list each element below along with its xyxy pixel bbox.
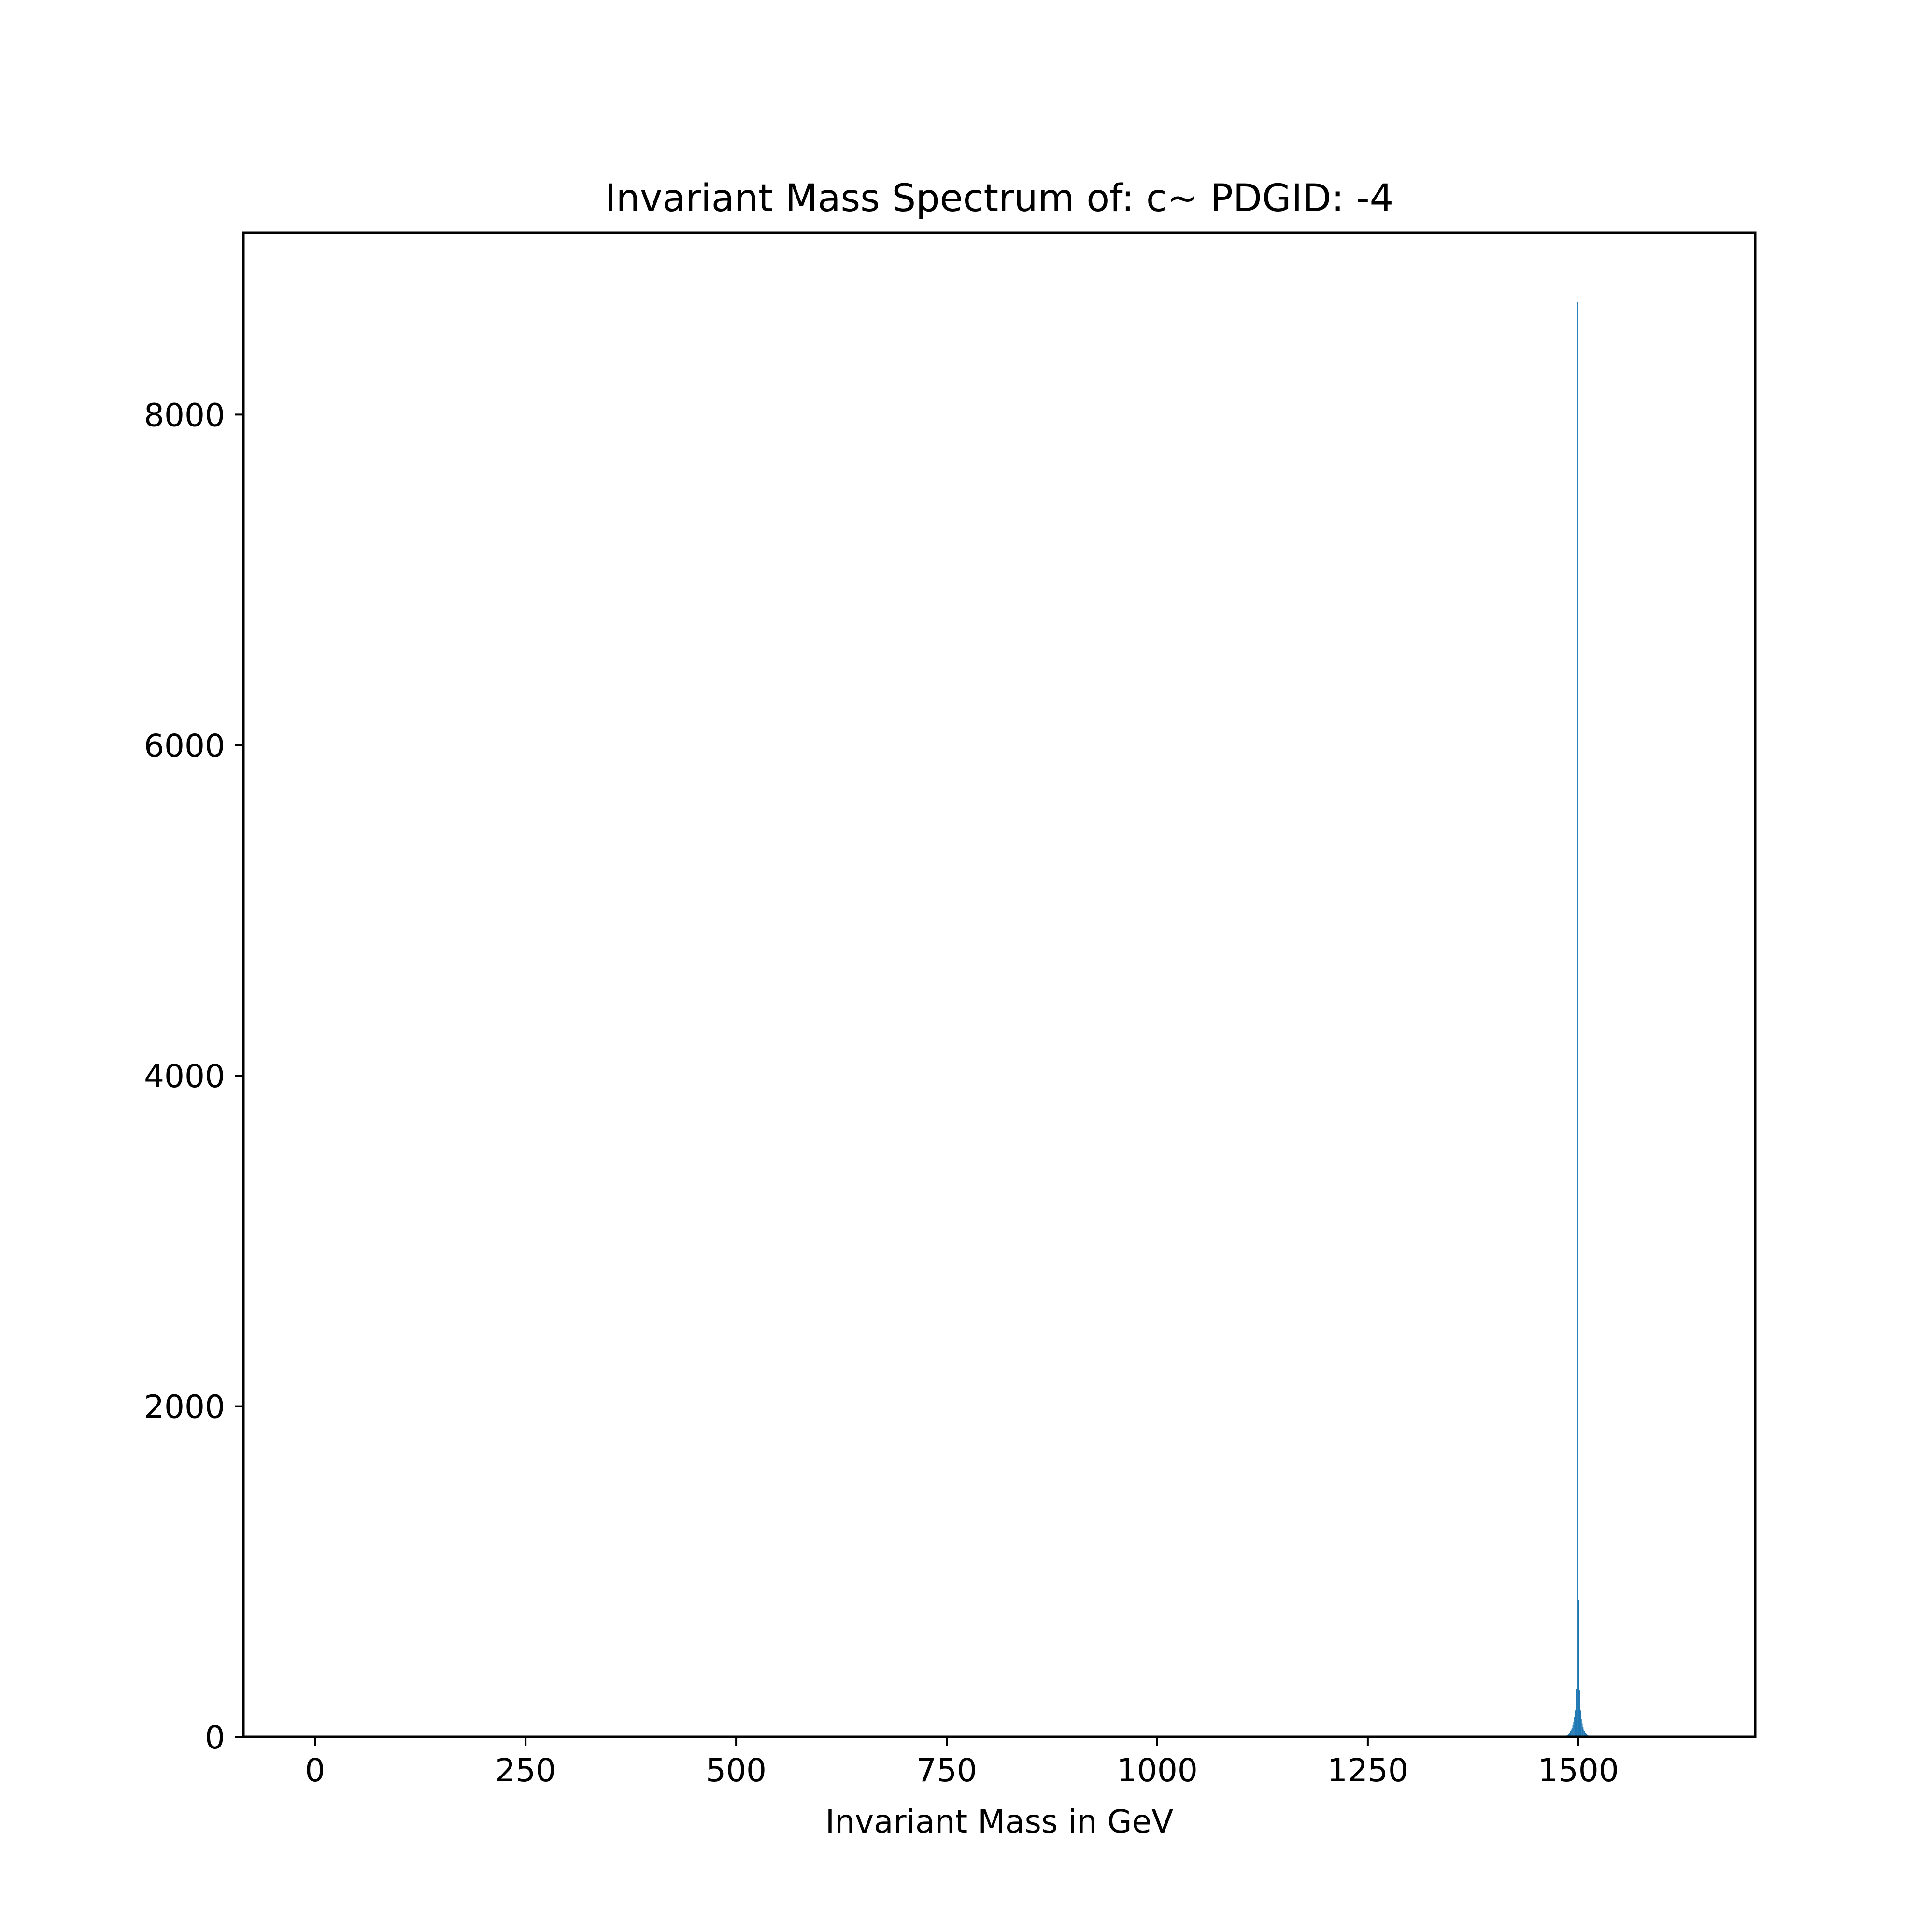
histogram-bar bbox=[1581, 1719, 1582, 1737]
x-tick-label: 750 bbox=[916, 1752, 977, 1789]
x-tick-label: 0 bbox=[305, 1752, 325, 1789]
x-tick-label: 1000 bbox=[1117, 1752, 1198, 1789]
histogram-bar bbox=[1581, 1723, 1583, 1737]
histogram-bar bbox=[1568, 1734, 1569, 1737]
y-tick-label: 4000 bbox=[144, 1058, 225, 1095]
axis-ticks: 0 250 500 750 1000 1250 1500 0 2000 4000 6000 8000 bbox=[144, 397, 1619, 1789]
chart-title: Invariant Mass Spectrum of: c~ PDGID: -4 bbox=[605, 177, 1394, 220]
histogram-bar bbox=[1571, 1729, 1572, 1737]
y-tick-label: 8000 bbox=[144, 397, 225, 434]
histogram-bar bbox=[1576, 1689, 1577, 1737]
histogram-bar bbox=[1570, 1731, 1571, 1737]
histogram-bar bbox=[1578, 1599, 1579, 1737]
histogram-bar bbox=[1569, 1733, 1570, 1737]
histogram-bar bbox=[1586, 1733, 1587, 1737]
y-tick-label: 0 bbox=[205, 1719, 225, 1756]
y-tick-label: 6000 bbox=[144, 727, 225, 765]
histogram-bar bbox=[1579, 1690, 1580, 1737]
x-tick-label: 500 bbox=[706, 1752, 767, 1789]
histogram-bar bbox=[1572, 1725, 1574, 1737]
histogram-bar bbox=[1573, 1722, 1575, 1737]
histogram-bar bbox=[1585, 1733, 1586, 1737]
x-tick-label: 1250 bbox=[1327, 1752, 1408, 1789]
histogram-bar bbox=[1571, 1728, 1573, 1737]
y-tick-label: 2000 bbox=[144, 1389, 225, 1426]
histogram-bar bbox=[1584, 1731, 1585, 1737]
x-axis-label: Invariant Mass in GeV bbox=[825, 1803, 1174, 1840]
x-tick-label: 250 bbox=[495, 1752, 556, 1789]
histogram-bars bbox=[1565, 302, 1591, 1737]
histogram-bar bbox=[1583, 1729, 1585, 1737]
plot-frame bbox=[242, 231, 1757, 1738]
histogram-bar bbox=[1577, 302, 1578, 1737]
histogram-bar bbox=[1582, 1727, 1584, 1737]
histogram-bar bbox=[1580, 1710, 1581, 1737]
x-tick-label: 1500 bbox=[1538, 1752, 1619, 1789]
histogram-bar bbox=[1575, 1710, 1576, 1737]
histogram-bar bbox=[1574, 1717, 1575, 1737]
